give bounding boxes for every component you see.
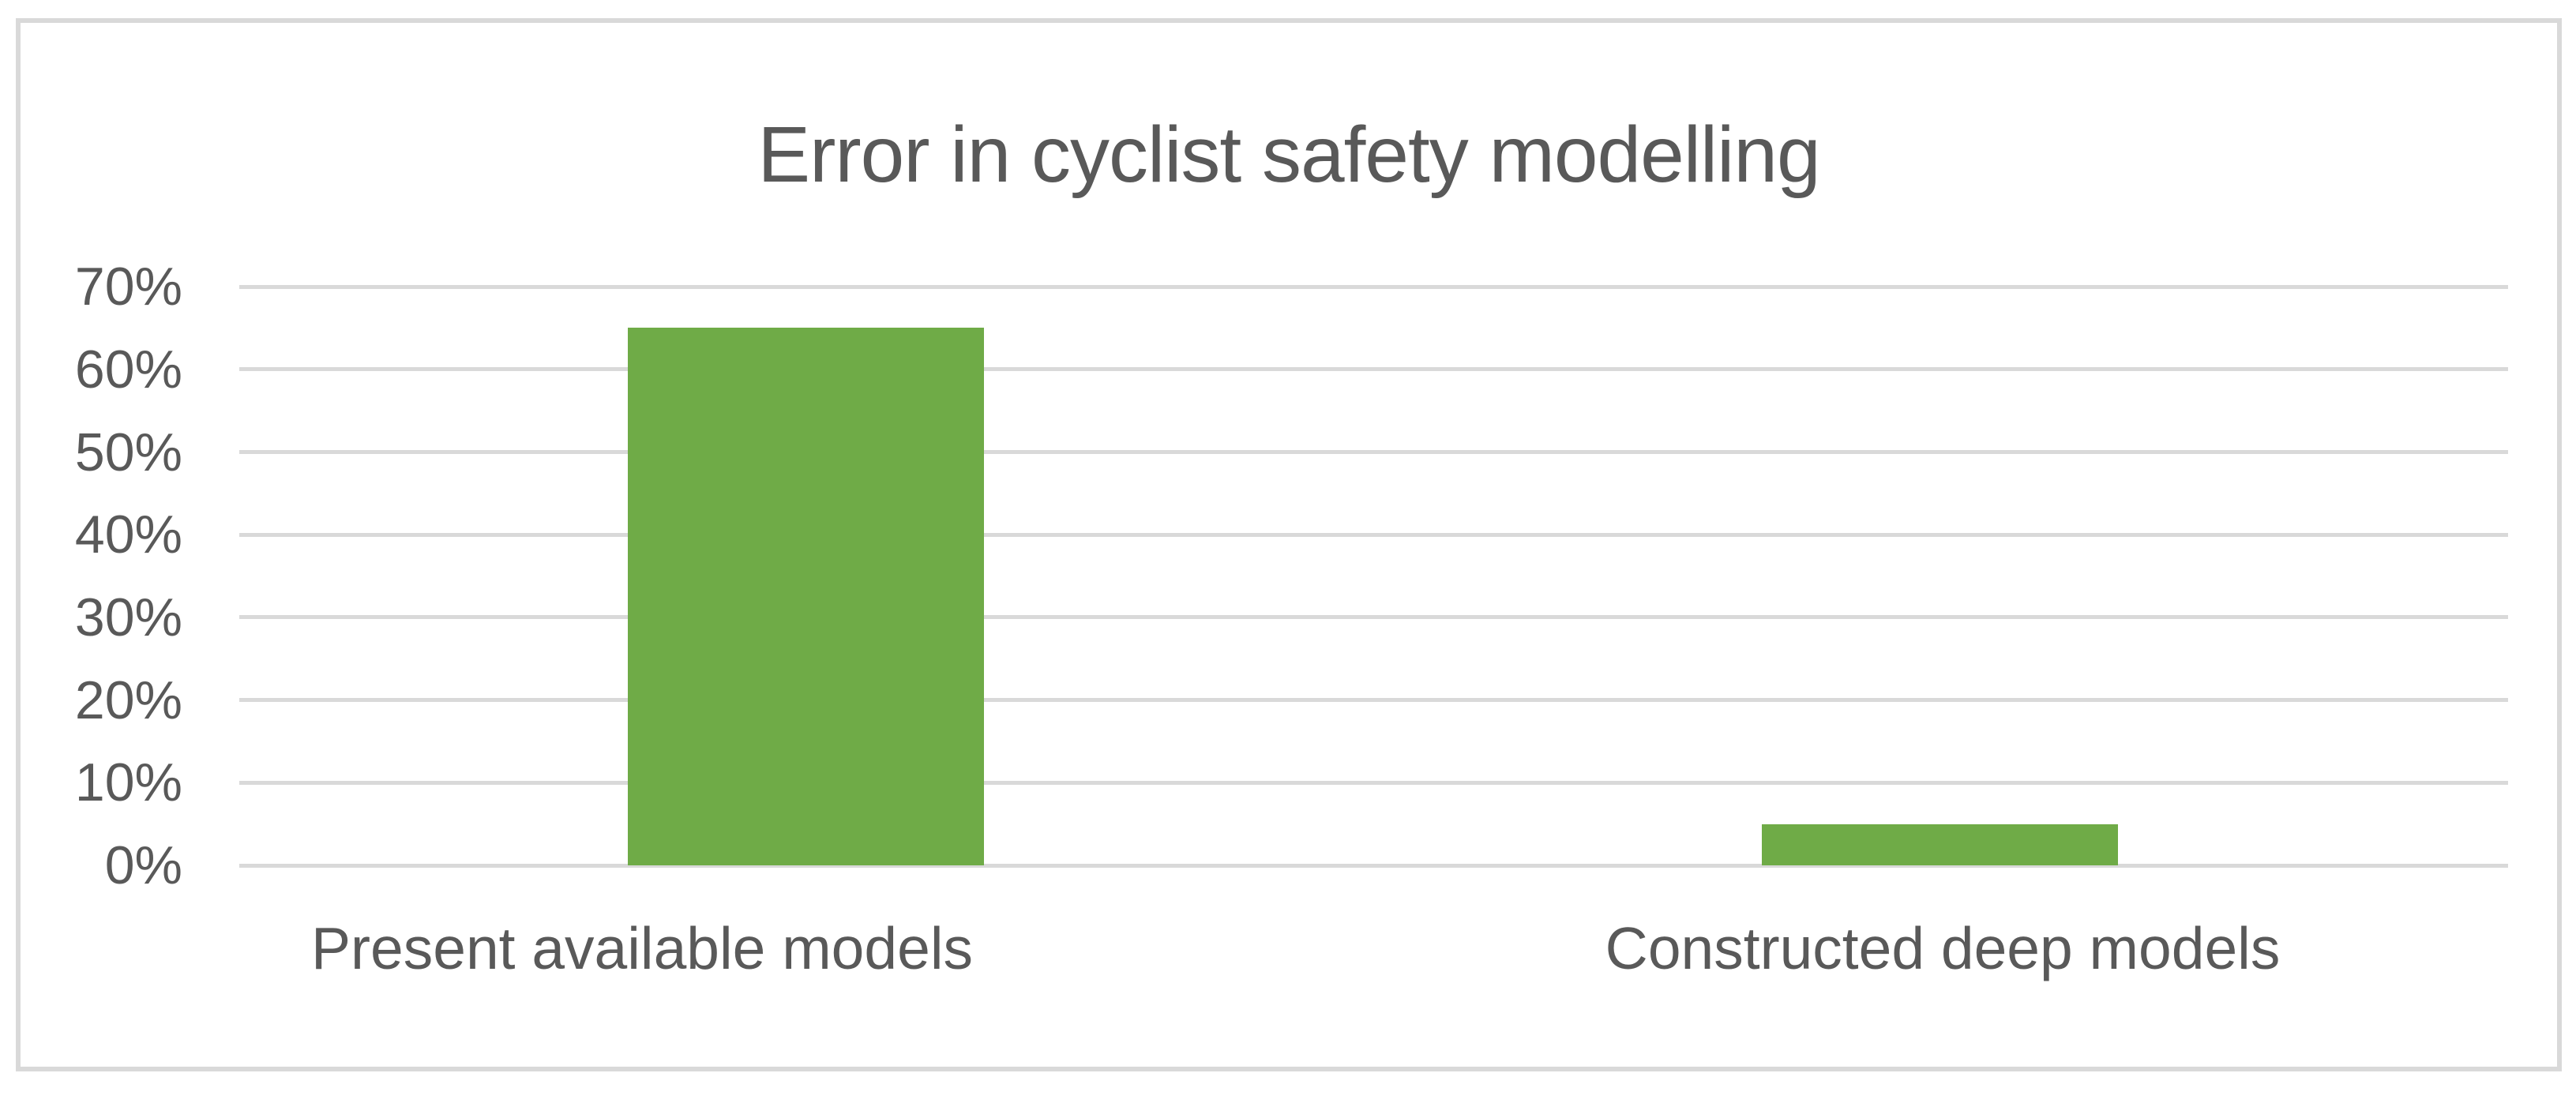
x-axis-category-label-present-available-models: Present available models xyxy=(311,915,973,981)
gridline-30% xyxy=(239,615,2508,620)
gridline-0% xyxy=(239,863,2508,868)
y-axis-tick-label-30%: 30% xyxy=(74,587,182,647)
x-axis-category-label-constructed-deep-models: Constructed deep models xyxy=(1605,915,2281,981)
gridline-50% xyxy=(239,450,2508,454)
y-axis-tick-label-50%: 50% xyxy=(74,422,182,482)
y-axis-tick-label-60%: 60% xyxy=(74,339,182,400)
y-axis-tick-label-0%: 0% xyxy=(104,835,182,895)
gridline-40% xyxy=(239,532,2508,537)
gridline-70% xyxy=(239,284,2508,289)
chart-title: Error in cyclist safety modelling xyxy=(757,111,1820,199)
y-axis-tick-label-20%: 20% xyxy=(74,670,182,730)
gridline-20% xyxy=(239,698,2508,703)
y-axis-tick-label-10%: 10% xyxy=(74,752,182,813)
chart-border-frame: Error in cyclist safety modelling 0% 10% 2… xyxy=(16,18,2562,1071)
gridline-60% xyxy=(239,367,2508,372)
y-axis-tick-label-70%: 70% xyxy=(74,257,182,317)
bar-constructed-deep-models xyxy=(1761,823,2118,865)
bar-present-available-models xyxy=(627,328,984,865)
gridline-10% xyxy=(239,780,2508,785)
y-axis-tick-label-40%: 40% xyxy=(74,505,182,565)
